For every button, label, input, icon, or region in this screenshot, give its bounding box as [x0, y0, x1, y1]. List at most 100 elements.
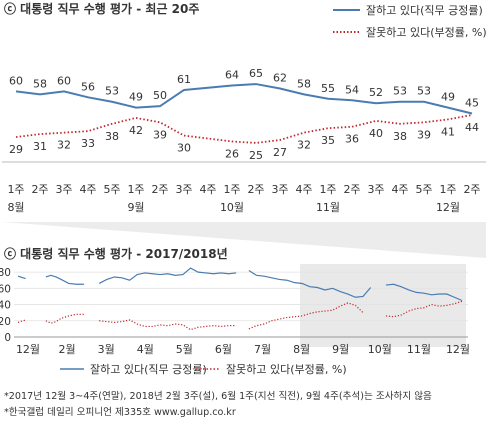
data-label-negative: 41: [441, 125, 455, 138]
data-label-negative: 30: [177, 142, 191, 155]
y-tick-label: 0: [4, 332, 11, 344]
weekly-x-tick-labels: 1주 2주 3주 4주 5주 1주 2주 3주 4주 1주 2주 3주 4주 1주 2주 3주 4주 5주 1주 2주…: [7, 183, 480, 214]
yearly-month-label: 7월: [254, 343, 271, 356]
legend-positive-label: 잘하고 있다(직무 긍정률): [366, 3, 483, 17]
month-tick-label: 11월: [316, 201, 340, 214]
series-line-positive: [15, 83, 473, 115]
bottom-legend-positive-label: 잘하고 있다(직무 긍정률): [90, 362, 207, 376]
x-tick-label: 2주: [463, 183, 480, 196]
data-label-positive: 53: [105, 85, 119, 98]
yearly-month-label: 6월: [215, 343, 232, 356]
data-label-negative: 33: [81, 137, 95, 150]
data-label-negative: 32: [57, 139, 71, 152]
zoom-connector: [2, 222, 486, 258]
yearly-negative-segment: [385, 300, 463, 318]
data-label-positive: 53: [393, 85, 407, 98]
yearly-negative-segment: [17, 319, 26, 323]
y-tick-label: 40: [0, 300, 11, 312]
x-tick-label: 5주: [415, 183, 432, 196]
data-label-positive: 60: [57, 74, 71, 87]
yearly-positive-segment: [385, 283, 463, 302]
data-label-negative: 25: [249, 149, 263, 162]
x-tick-label: 3주: [271, 183, 288, 196]
footnote-survey-gaps: *2017년 12월 3~4주(연말), 2018년 2월 3주(설), 6월 …: [4, 391, 432, 402]
data-label-positive: 58: [33, 77, 47, 90]
x-tick-label: 4주: [79, 183, 96, 196]
yearly-month-label: 12월: [16, 343, 40, 356]
x-tick-label: 1주: [7, 183, 24, 196]
x-tick-label: 5주: [103, 183, 120, 196]
data-label-positive: 56: [81, 80, 95, 93]
weekly-approval-chart: ⓒ 대통령 직무 수행 평가 - 최근 20주 잘하고 있다(직무 긍정률) 잘…: [2, 1, 487, 214]
data-label-negative: 44: [465, 121, 479, 134]
y-tick-label: 20: [0, 316, 11, 328]
x-tick-label: 2주: [151, 183, 168, 196]
y-tick-label: 80: [0, 267, 11, 279]
yearly-x-tick-labels: 12월 2월 3월 4월 5월 6월 7월 8월 9월 10월 11월 12월: [16, 343, 470, 356]
data-label-negative: 36: [345, 133, 359, 146]
data-label-negative: 26: [225, 147, 239, 160]
yearly-positive-segment: [98, 267, 237, 284]
data-label-negative: 40: [369, 127, 383, 140]
data-label-negative: 29: [9, 143, 23, 156]
yearly-negative-segment: [248, 302, 364, 330]
x-tick-label: 1주: [223, 183, 240, 196]
data-label-positive: 60: [9, 74, 23, 87]
yearly-month-label: 2월: [59, 343, 76, 356]
data-label-negative: 27: [273, 146, 287, 159]
yearly-month-label: 12월: [446, 343, 470, 356]
data-label-positive: 58: [297, 77, 311, 90]
x-tick-label: 4주: [199, 183, 216, 196]
data-label-negative: 32: [297, 139, 311, 152]
yearly-negative-segment: [45, 313, 84, 324]
yearly-positive-segment: [45, 274, 84, 285]
x-tick-label: 1주: [319, 183, 336, 196]
data-label-positive: 49: [129, 91, 143, 104]
yearly-month-label: 3월: [98, 343, 115, 356]
yearly-negative-segment: [99, 319, 237, 331]
weekly-plot-area: 60 58 60 56 53 49 50 61 64 65 62 58 55 54 52 53 53 49 45 29…: [9, 67, 479, 162]
yearly-month-label: 8월: [293, 343, 310, 356]
series-line-negative: [15, 114, 473, 144]
data-label-positive: 64: [225, 69, 239, 82]
x-tick-label: 1주: [127, 183, 144, 196]
yearly-approval-chart: ⓒ 대통령 직무 수행 평가 - 2017/2018년 0 20 40 60 80 12…: [0, 246, 470, 376]
data-label-positive: 65: [249, 67, 263, 80]
data-label-negative: 39: [153, 128, 167, 141]
yearly-month-label: 9월: [332, 343, 349, 356]
data-label-negative: 31: [33, 140, 47, 153]
data-label-negative: 42: [129, 124, 143, 137]
data-label-negative: 39: [417, 128, 431, 141]
x-tick-label: 4주: [391, 183, 408, 196]
yearly-month-label: 10월: [368, 343, 392, 356]
data-label-positive: 61: [177, 73, 191, 86]
yearly-positive-segment: [17, 275, 26, 280]
data-label-negative: 35: [321, 134, 335, 147]
footnote-source: *한국갤럽 데일리 오피니언 제335호 www.gallup.co.kr: [4, 407, 236, 418]
data-label-positive: 49: [441, 91, 455, 104]
yearly-positive-segment: [248, 269, 372, 298]
month-tick-label: 8월: [7, 201, 24, 214]
x-tick-label: 2주: [247, 183, 264, 196]
data-label-positive: 55: [321, 82, 335, 95]
month-tick-label: 12월: [436, 201, 460, 214]
x-tick-label: 3주: [55, 183, 72, 196]
data-label-negative: 38: [393, 130, 407, 143]
bottom-legend-negative-label: 잘못하고 있다(부정률, %): [226, 362, 347, 376]
x-tick-label: 1주: [439, 183, 456, 196]
x-tick-label: 3주: [367, 183, 384, 196]
month-tick-label: 10월: [220, 201, 244, 214]
weekly-chart-title: ⓒ 대통령 직무 수행 평가 - 최근 20주: [4, 1, 199, 16]
yearly-month-label: 4월: [137, 343, 154, 356]
data-label-positive: 45: [465, 97, 479, 110]
legend-negative-label: 잘못하고 있다(부정률, %): [366, 25, 487, 39]
month-tick-label: 9월: [127, 201, 144, 214]
y-tick-label: 60: [0, 283, 11, 295]
yearly-plot-area: [17, 267, 463, 331]
data-label-positive: 50: [153, 89, 167, 102]
x-tick-label: 2주: [31, 183, 48, 196]
x-tick-label: 4주: [295, 183, 312, 196]
data-label-negative: 38: [105, 130, 119, 143]
yearly-month-label: 11월: [407, 343, 431, 356]
x-tick-label: 2주: [343, 183, 360, 196]
